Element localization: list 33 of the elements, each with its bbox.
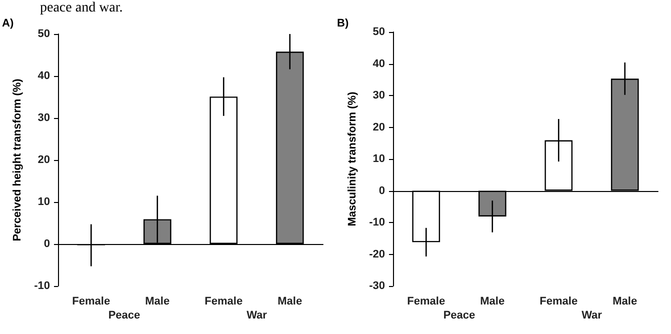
- y-tick-label: 20: [372, 121, 385, 134]
- text: B): [337, 18, 349, 30]
- y-axis-title: Masculinity transform (%): [346, 91, 359, 226]
- y-tick-label: 30: [372, 90, 385, 102]
- y-tick-label: 40: [372, 58, 385, 70]
- x-tick-label: Male: [145, 296, 170, 308]
- y-tick-label: 0: [44, 238, 50, 250]
- text: peace and war.: [40, 0, 123, 16]
- x-tick-label: Male: [480, 296, 505, 308]
- y-tick-label: -20: [369, 248, 385, 260]
- text: A): [2, 18, 14, 30]
- x-tick-label: Male: [612, 296, 638, 308]
- x-tick-label: Female: [72, 296, 110, 308]
- y-tick-label: 0: [378, 184, 385, 197]
- x-tick-label: Male: [278, 296, 302, 308]
- x-tick-label: Female: [204, 296, 243, 308]
- y-tick-label: 20: [38, 154, 50, 166]
- y-tick-label: 50: [372, 26, 385, 38]
- x-tick-label: Female: [540, 296, 578, 308]
- y-axis-title: Perceived height transform (%): [12, 78, 24, 242]
- x-tick-label: Female: [407, 296, 446, 308]
- y-tick-label: 40: [38, 70, 50, 82]
- y-tick-label: 30: [38, 112, 50, 124]
- y-tick-label: 10: [372, 153, 385, 165]
- text: Peace: [443, 310, 476, 322]
- y-tick-label: 10: [38, 196, 50, 208]
- y-tick-label: -10: [369, 216, 385, 228]
- y-tick-label: -10: [34, 280, 50, 292]
- y-tick-label: -30: [369, 280, 385, 292]
- y-tick-label: 50: [38, 28, 50, 40]
- text: War: [582, 310, 603, 322]
- text: Peace: [108, 310, 140, 322]
- text: War: [246, 310, 268, 322]
